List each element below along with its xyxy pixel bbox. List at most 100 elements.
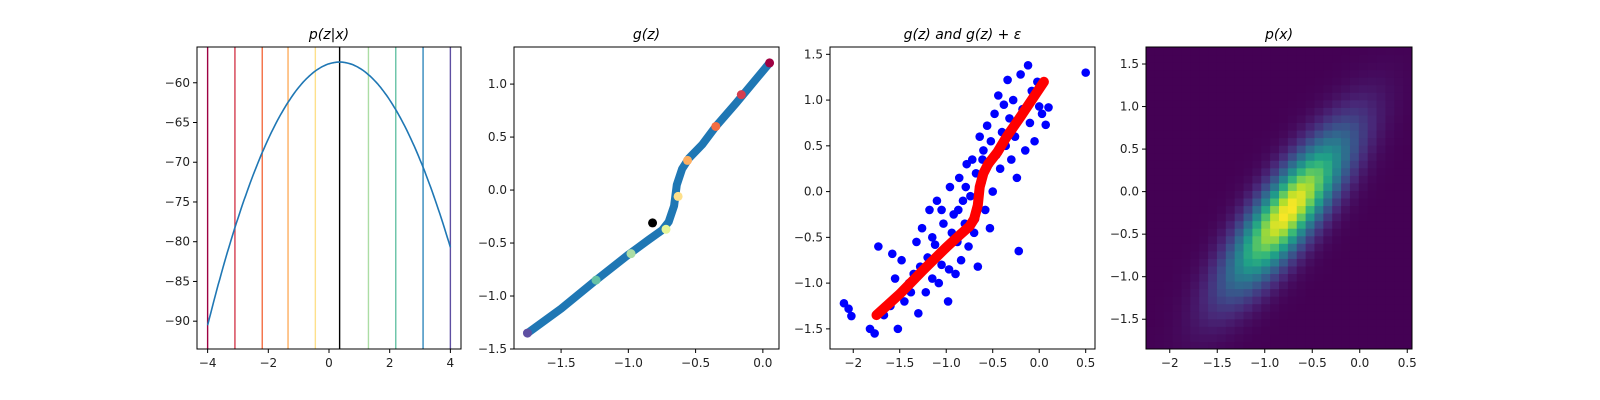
heatmap-cell <box>1225 167 1236 176</box>
heatmap-cell <box>1163 228 1174 237</box>
heatmap-cell <box>1367 198 1378 207</box>
heatmap-cell <box>1190 281 1200 290</box>
heatmap-cell <box>1385 250 1395 259</box>
heatmap-cell <box>1287 137 1298 146</box>
heatmap-cell <box>1367 175 1378 184</box>
heatmap-cell <box>1216 122 1227 131</box>
heatmap-cell <box>1270 167 1280 176</box>
heatmap-cell <box>1287 69 1298 78</box>
heatmap-cell <box>1305 273 1315 282</box>
heatmap-cell <box>1394 122 1404 131</box>
heatmap-cell <box>1332 175 1342 184</box>
heatmap-cell <box>1181 84 1191 93</box>
heatmap-cell <box>1349 296 1360 305</box>
heatmap-cell <box>1332 250 1342 259</box>
heatmap-cell <box>1163 235 1174 244</box>
noisy-point <box>993 91 1003 100</box>
heatmap-cell <box>1208 145 1218 154</box>
heatmap-cell <box>1376 333 1386 342</box>
heatmap-cell <box>1314 198 1324 207</box>
heatmap-cell <box>1314 341 1324 349</box>
heatmap-cell <box>1199 152 1209 161</box>
heatmap-cell <box>1385 182 1395 191</box>
heatmap-cell <box>1181 296 1191 305</box>
heatmap-cell <box>1225 77 1236 86</box>
heatmap-cell <box>1367 333 1378 342</box>
heatmap-cell <box>1332 122 1342 131</box>
heatmap-cell <box>1349 190 1360 199</box>
heatmap-cell <box>1385 265 1395 274</box>
heatmap-cell <box>1208 333 1218 342</box>
heatmap-cell <box>1279 326 1289 335</box>
heatmap-cell <box>1296 160 1307 169</box>
heatmap-cell <box>1279 281 1289 290</box>
heatmap-cell <box>1208 47 1218 56</box>
heatmap-cell <box>1261 235 1271 244</box>
heatmap-cell <box>1172 69 1182 78</box>
noisy-point <box>945 182 955 192</box>
heatmap-cell <box>1305 333 1315 342</box>
heatmap-cell <box>1349 311 1360 320</box>
heatmap-cell <box>1243 152 1253 161</box>
heatmap-cell <box>1261 122 1271 131</box>
heatmap-cell <box>1349 326 1360 335</box>
heatmap-cell <box>1349 303 1360 312</box>
heatmap-cell <box>1279 235 1289 244</box>
heatmap-cell <box>1314 92 1324 101</box>
noisy-point <box>887 249 897 259</box>
x-tick-label: −1.0 <box>1250 356 1279 370</box>
heatmap-cell <box>1270 152 1280 161</box>
heatmap-cell <box>1252 303 1262 312</box>
heatmap-cell <box>1279 296 1289 305</box>
heatmap-cell <box>1208 107 1218 116</box>
heatmap-cell <box>1270 62 1280 71</box>
heatmap-cell <box>1296 250 1307 259</box>
heatmap-cell <box>1208 77 1218 86</box>
heatmap-cell <box>1234 265 1245 274</box>
heatmap-cell <box>1332 92 1342 101</box>
heatmap-cell <box>1270 258 1280 267</box>
heatmap-cell <box>1376 47 1386 56</box>
heatmap-cell <box>1296 92 1307 101</box>
heatmap-cell <box>1199 84 1209 93</box>
heatmap-cell <box>1208 273 1218 282</box>
heatmap-cell <box>1190 152 1200 161</box>
heatmap-cell <box>1394 152 1404 161</box>
heatmap-cell <box>1403 99 1412 108</box>
heatmap-cell <box>1296 77 1307 86</box>
heatmap-cell <box>1154 62 1165 71</box>
heatmap-cell <box>1163 311 1174 320</box>
heatmap-cell <box>1305 250 1315 259</box>
heatmap-cell <box>1394 243 1404 252</box>
heatmap-cell <box>1279 130 1289 139</box>
heatmap-cell <box>1146 122 1156 131</box>
heatmap-cell <box>1287 213 1298 222</box>
heatmap-cell <box>1296 114 1307 123</box>
heatmap-cell <box>1305 296 1315 305</box>
heatmap-cell <box>1243 107 1253 116</box>
heatmap-cell <box>1385 122 1395 131</box>
heatmap-cell <box>1261 296 1271 305</box>
heatmap-cell <box>1385 341 1395 349</box>
heatmap-cell <box>1172 160 1182 169</box>
heatmap-cell <box>1279 182 1289 191</box>
heatmap-cell <box>1376 220 1386 229</box>
heatmap-cell <box>1349 220 1360 229</box>
heatmap-cell <box>1252 228 1262 237</box>
heatmap-cell <box>1261 84 1271 93</box>
heatmap-cell <box>1314 69 1324 78</box>
heatmap-cell <box>1332 99 1342 108</box>
heatmap-cell <box>1199 62 1209 71</box>
heatmap-cell <box>1403 167 1412 176</box>
heatmap-cell <box>1216 160 1227 169</box>
heatmap-cell <box>1261 190 1271 199</box>
heatmap-cell <box>1234 303 1245 312</box>
heatmap-cell <box>1216 198 1227 207</box>
y-tick-label: 0.5 <box>488 130 507 144</box>
heatmap-cell <box>1154 84 1165 93</box>
heatmap-cell <box>1332 288 1342 297</box>
heatmap-cell <box>1323 152 1333 161</box>
heatmap-cell <box>1332 114 1342 123</box>
heatmap-cell <box>1243 243 1253 252</box>
heatmap-cell <box>1216 250 1227 259</box>
